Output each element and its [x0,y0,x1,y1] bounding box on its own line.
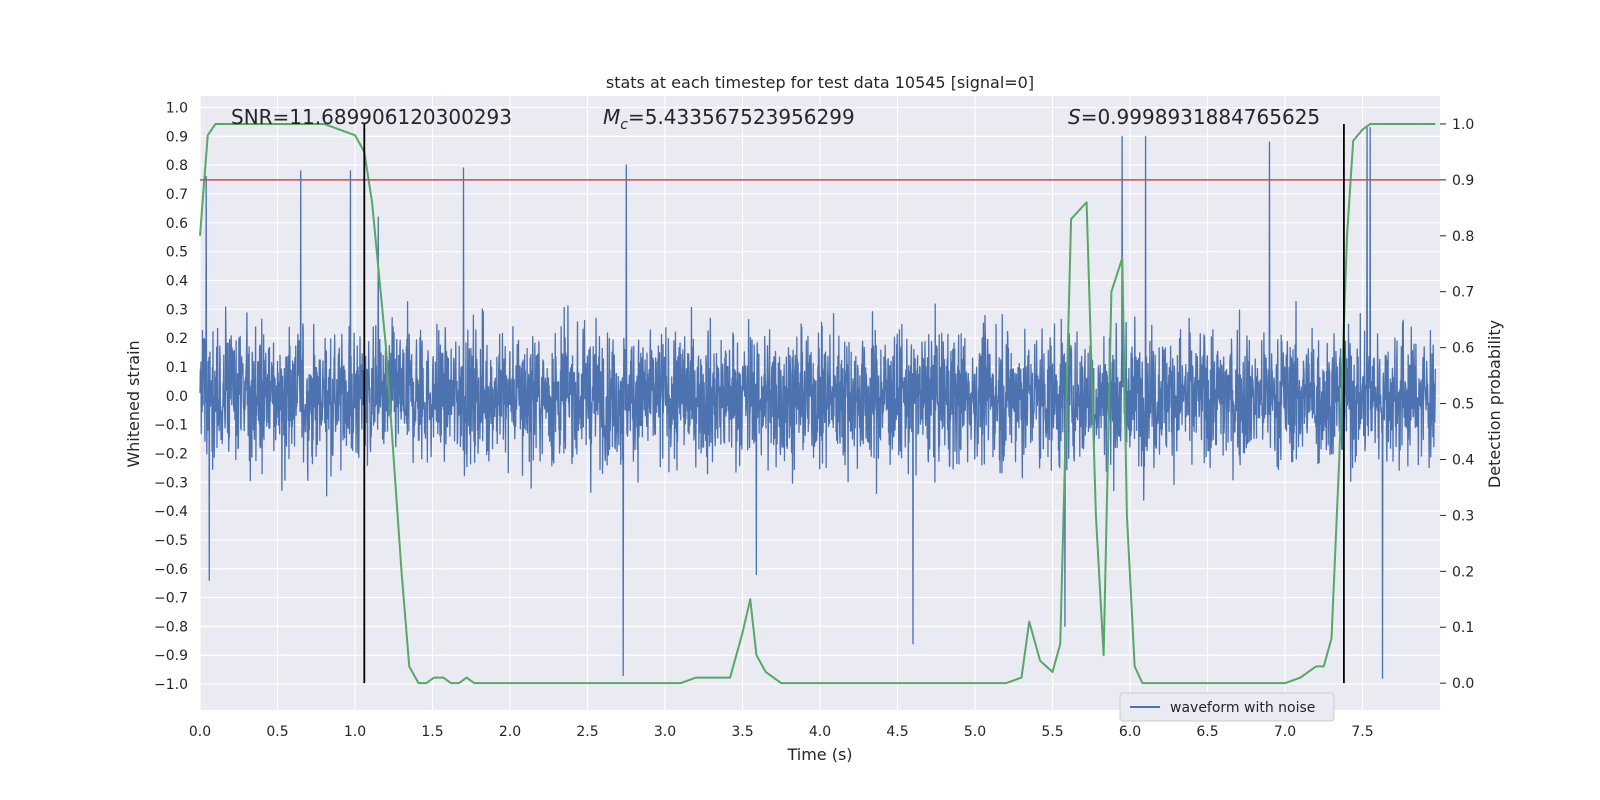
y-left-tick-label: 0.2 [166,331,188,347]
x-tick-label: 6.5 [1196,724,1218,740]
chirp-mass-value: =5.433567523956299 [628,105,855,129]
y-left-tick-label: −0.7 [154,591,188,607]
score-value: =0.9998931884765625 [1081,105,1320,129]
x-axis-title: Time (s) [786,745,852,764]
y-left-tick-label: 0.6 [166,216,188,232]
y-left-tick-label: 0.1 [166,360,188,376]
y-left-tick-label: −0.1 [154,418,188,434]
y-left-tick-label: 0.4 [166,273,188,289]
y-right-tick-label: 0.3 [1452,508,1474,524]
chirp-mass-symbol: M [603,105,620,129]
y-right-tick-label: 0.4 [1452,452,1474,468]
y-right-tick-label: 0.0 [1452,676,1474,692]
y-left-tick-label: 0.7 [166,187,188,203]
chirp-mass-subscript: c [620,117,628,133]
x-tick-label: 2.5 [576,724,598,740]
y-right-tick-label: 0.6 [1452,341,1474,357]
y-left-tick-label: 0.0 [166,389,188,405]
score-symbol: S [1068,105,1081,129]
axes: 0.0 0.5 1.0 1.5 2.0 2.5 3.0 3.5 4.0 4.5 5.0 5.5 6.0 6… [154,101,1474,740]
x-tick-label: 7.5 [1351,724,1373,740]
y-left-tick-label: 0.3 [166,302,188,318]
y-right-tick-label: 1.0 [1452,117,1474,133]
y-left-tick-label: −0.9 [154,648,188,664]
y-axis-right-title: Detection probability [1485,320,1504,488]
y-left-tick-label: −0.4 [154,504,188,520]
x-tick-label: 1.0 [344,724,366,740]
y-right-tick-label: 0.2 [1452,564,1474,580]
y-left-tick-label: −0.2 [154,446,188,462]
x-tick-label: 1.5 [421,724,443,740]
legend-box [1119,692,1335,722]
y-right-tick-label: 0.5 [1452,397,1474,413]
detection-probability-line [199,122,1436,685]
y-left-tick-label: −0.8 [154,619,188,635]
waveform-line [199,127,1436,679]
probability-series [199,122,1436,685]
y-left-tick-label: −0.5 [154,533,188,549]
x-tick-label: 3.5 [731,724,753,740]
y-left-tick-label: −1.0 [154,677,188,693]
x-tick-label: 4.0 [809,724,831,740]
waveform-series [199,127,1436,679]
y-left-tick-label: −0.6 [154,562,188,578]
score-annotation: S=0.9998931884765625 [1068,105,1320,129]
y-left-tick-label: 0.5 [166,245,188,261]
chart-title: stats at each timestep for test data 105… [606,73,1034,92]
markers [200,123,1440,684]
legend: waveform with noise [1119,692,1335,722]
x-tick-label: 3.0 [654,724,676,740]
legend-label: waveform with noise [1170,700,1315,716]
x-tick-label: 0.5 [266,724,288,740]
snr-annotation: SNR=11.689906120300293 [231,105,512,129]
x-tick-label: 6.0 [1119,724,1141,740]
y-left-tick-label: −0.3 [154,475,188,491]
x-tick-label: 0.0 [189,724,211,740]
x-tick-label: 5.5 [1041,724,1063,740]
y-right-tick-label: 0.9 [1452,173,1474,189]
y-axis-left-title: Whitened strain [124,340,143,467]
y-right-tick-label: 0.7 [1452,285,1474,301]
x-tick-label: 2.0 [499,724,521,740]
x-tick-label: 7.0 [1274,724,1296,740]
y-left-tick-label: 0.9 [166,129,188,145]
y-right-tick-label: 0.1 [1452,620,1474,636]
y-left-tick-label: 1.0 [166,101,188,117]
y-right-tick-label: 0.8 [1452,229,1474,245]
x-tick-label: 5.0 [964,724,986,740]
x-tick-label: 4.5 [886,724,908,740]
chirp-mass-annotation: Mc=5.433567523956299 [603,105,855,133]
y-left-tick-label: 0.8 [166,158,188,174]
